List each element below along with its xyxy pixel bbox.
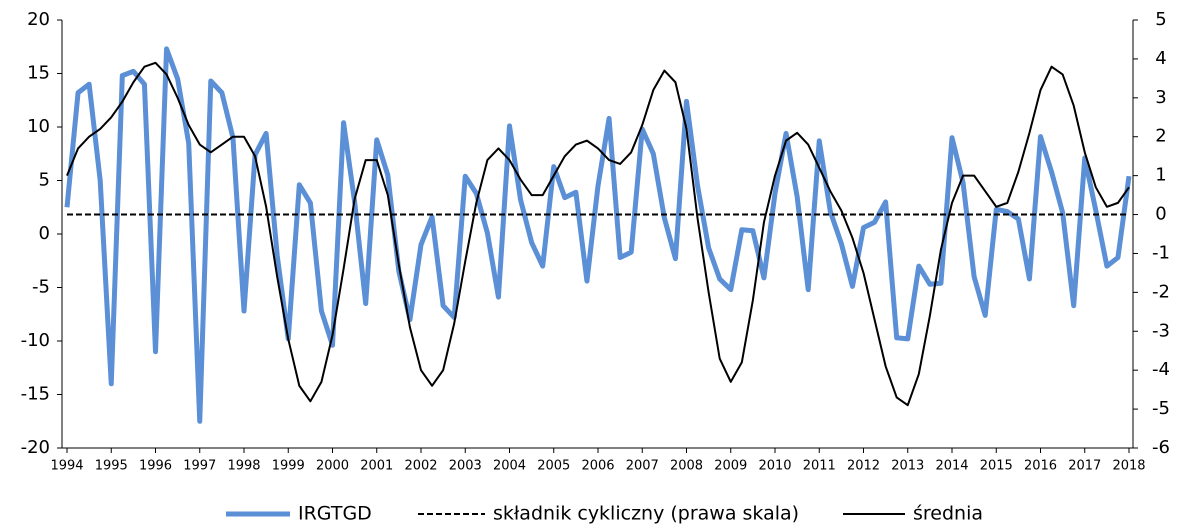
x-tick-label: 2000 (316, 459, 349, 474)
legend-label: IRGTGD (298, 503, 372, 525)
x-tick-label: 2005 (537, 459, 570, 474)
y2-tick-label: -3 (1152, 320, 1170, 341)
x-tick-label: 2007 (626, 459, 659, 474)
y2-tick-label: 1 (1155, 165, 1166, 186)
x-tick-label: 2012 (847, 459, 880, 474)
legend-label: średnia (913, 503, 983, 525)
y2-tick-label: 4 (1155, 48, 1166, 69)
y2-tick-label: -4 (1152, 359, 1170, 380)
x-tick-label: 1996 (139, 459, 172, 474)
y2-tick-label: 3 (1155, 87, 1166, 108)
x-tick-label: 1994 (50, 459, 83, 474)
y-tick-label: 5 (39, 170, 50, 191)
y2-tick-label: -6 (1152, 437, 1170, 458)
x-tick-label: 2001 (360, 459, 393, 474)
series-line (64, 46, 1132, 424)
y2-tick-label: 5 (1155, 9, 1166, 30)
y2-tick-label: 0 (1155, 204, 1166, 225)
x-tick-label: 1999 (272, 459, 305, 474)
legend-label: składnik cykliczny (prawa skala) (493, 503, 799, 525)
y-tick-label: 15 (27, 63, 50, 84)
x-tick-label: 2003 (449, 459, 482, 474)
y2-tick-label: -2 (1152, 281, 1170, 302)
x-tick-label: 2015 (980, 459, 1013, 474)
y-tick-label: 10 (27, 116, 50, 137)
x-tick-label: 2004 (493, 459, 526, 474)
x-tick-label: 2010 (758, 459, 791, 474)
x-tick-label: 1997 (183, 459, 216, 474)
y-tick-label: 20 (27, 9, 50, 30)
y2-tick-label: -5 (1152, 398, 1170, 419)
y-tick-label: -20 (21, 437, 50, 458)
x-tick-label: 2011 (803, 459, 836, 474)
y-tick-label: -10 (21, 330, 50, 351)
y-tick-label: -15 (21, 384, 50, 405)
x-tick-label: 2018 (1112, 459, 1145, 474)
series-line (66, 61, 1130, 407)
x-tick-label: 2017 (1068, 459, 1101, 474)
x-tick-label: 2013 (891, 459, 924, 474)
x-tick-label: 1998 (227, 459, 260, 474)
y-tick-label: 0 (39, 223, 50, 244)
x-tick-label: 2014 (935, 459, 968, 474)
y2-tick-label: 2 (1155, 126, 1166, 147)
x-tick-label: 2016 (1024, 459, 1057, 474)
x-tick-label: 2006 (581, 459, 614, 474)
y2-tick-label: -1 (1152, 242, 1170, 263)
y-tick-label: -5 (32, 277, 50, 298)
x-tick-label: 2009 (714, 459, 747, 474)
x-tick-label: 1995 (95, 459, 128, 474)
x-tick-label: 2002 (404, 459, 437, 474)
x-tick-label: 2008 (670, 459, 703, 474)
